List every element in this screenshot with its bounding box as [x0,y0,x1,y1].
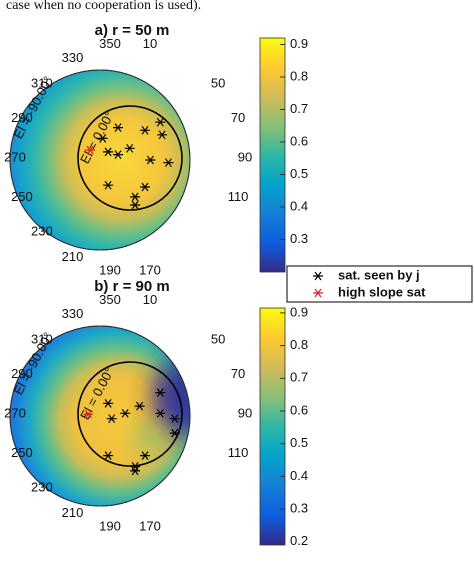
chart-title: a) r = 50 m [95,22,170,39]
satellite-marker [145,155,156,165]
satellite-marker [85,145,96,155]
satellite-marker [113,123,123,132]
azimuth-label: 170 [139,519,161,534]
satellite-marker [83,409,94,419]
azimuth-label: 290 [11,110,33,125]
satellite-marker [103,147,114,157]
azimuth-label: 310 [31,332,53,347]
azimuth-label: 10 [143,36,157,51]
satellite-marker [106,414,117,424]
disk-outline [9,69,191,251]
colorbar-tick-label: 0.7 [290,370,308,385]
azimuth-label: 210 [62,505,84,520]
azimuth-label: 70 [231,110,245,125]
colorbar-tick-label: 0.5 [290,435,308,450]
colorbar-tick-label: 0.9 [290,36,308,51]
colorbar-tick-label: 0.6 [290,133,308,148]
satellite-marker [124,143,135,153]
colorbar [259,307,286,546]
satellite-marker [130,200,141,210]
legend-box [286,265,473,303]
legend-marker [313,288,323,298]
colorbar-tick-label: 0.8 [290,68,308,83]
colorbar-tick-label: 0.6 [290,402,308,417]
colorbar [259,37,286,273]
satellite-marker [163,158,174,168]
azimuth-label: 270 [4,149,26,164]
azimuth-label: 170 [139,263,161,278]
azimuth-label: 50 [211,76,225,91]
colorbar-tick-label: 0.4 [290,198,308,213]
colorbar-tick-label: 0.2 [290,533,308,548]
azimuth-label: 230 [31,479,53,494]
satellite-marker [103,399,114,408]
colorbar-tick-label: 0.5 [290,166,308,181]
azimuth-label: 10 [143,292,157,307]
colorbar-tick-label: 0.8 [290,337,308,352]
azimuth-label: 270 [4,405,26,420]
satellite-marker [155,408,166,418]
azimuth-label: 350 [99,36,121,51]
azimuth-label: 310 [31,76,53,91]
horizon-circle [77,105,183,211]
chart-title: b) r = 90 m [94,278,169,295]
satellite-marker [113,150,123,159]
satellite-marker [140,451,150,460]
azimuth-label: 110 [228,189,249,204]
satellite-marker [103,451,114,460]
satellite-marker [130,192,141,202]
satellite-marker [155,388,166,397]
azimuth-label: 250 [11,189,33,204]
azimuth-label: 190 [99,519,121,534]
colorbar-tick-label: 0.9 [290,304,308,319]
azimuth-label: 90 [238,405,252,420]
satellite-marker [169,414,180,424]
azimuth-label: 190 [99,263,121,278]
azimuth-label: 330 [62,50,84,65]
azimuth-label: 90 [238,149,252,164]
colorbar-tick-label: 0.4 [290,468,308,483]
azimuth-label: 350 [99,292,121,307]
azimuth-label: 210 [62,249,84,264]
colorbar-tick-label: 0.3 [290,231,308,246]
disk-outline [9,325,191,507]
colorbar-tick-label: 0.3 [290,500,308,515]
satellite-marker [103,180,114,190]
legend-label: sat. seen by j [338,267,420,282]
satellite-marker [130,466,141,476]
satellite-marker [134,401,145,411]
azimuth-label: 70 [231,366,245,381]
satellite-marker [169,428,180,438]
azimuth-label: 110 [228,445,249,460]
azimuth-label: 230 [31,223,53,238]
caption: case when no cooperation is used). [6,0,201,13]
satellite-marker [140,125,150,135]
satellite-marker [155,117,166,127]
azimuth-label: 290 [11,366,33,381]
horizon-circle [77,361,183,467]
satellite-marker [140,182,150,192]
legend-label: high slope sat [338,284,426,299]
satellite-marker [120,408,131,418]
azimuth-label: 330 [62,306,84,321]
colorbar-tick-label: 0.7 [290,101,308,116]
azimuth-label: 50 [211,332,225,347]
satellite-marker [97,134,108,143]
satellite-marker [157,130,168,140]
legend-marker [313,271,323,281]
azimuth-label: 250 [11,445,33,460]
